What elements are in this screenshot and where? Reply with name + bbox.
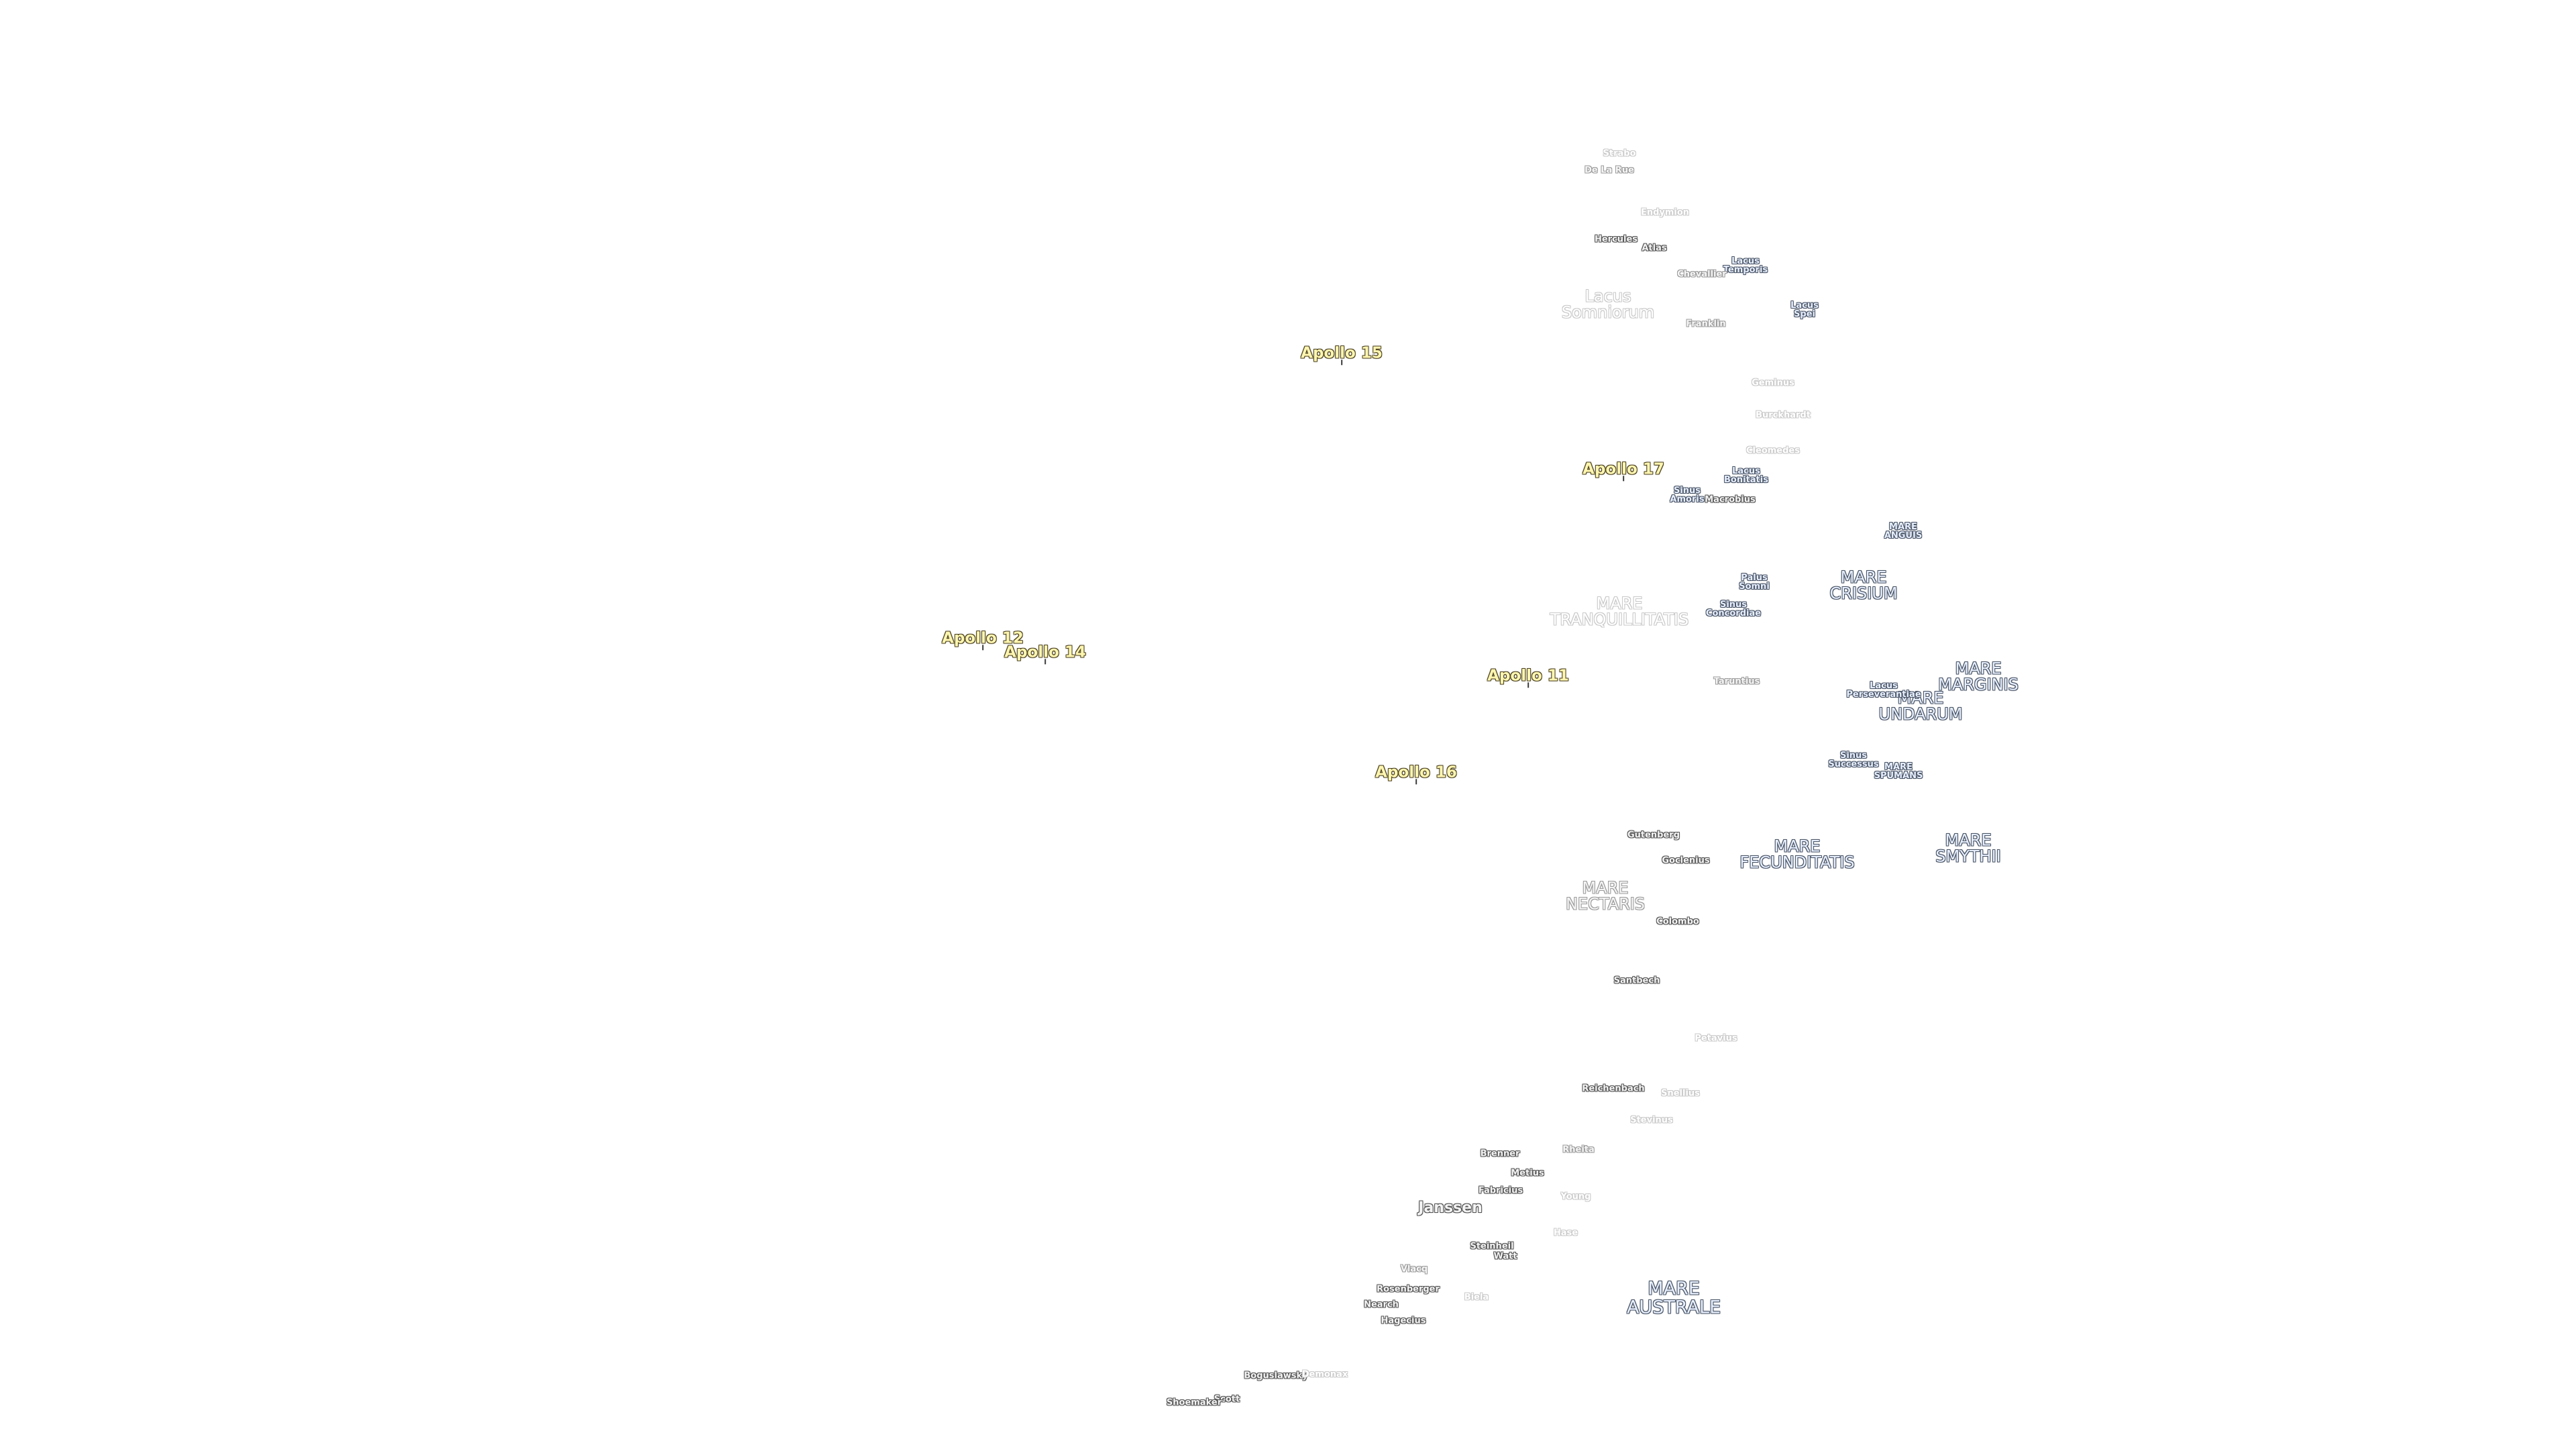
crater-label-rosenberger: Rosenberger (1377, 1284, 1440, 1295)
crater-label-chevallier: Chevallier (1677, 269, 1727, 280)
crater-label-young: Young (1560, 1191, 1591, 1202)
mare-label-lacus-spei: Lacus Spei (1790, 300, 1819, 319)
crater-label-santbech: Santbech (1613, 975, 1660, 986)
crater-label-brenner: Brenner (1480, 1148, 1520, 1159)
crater-label-demonax: Demonax (1301, 1369, 1348, 1380)
crater-label-nearch: Nearch (1364, 1299, 1399, 1310)
crater-label-cleomedes: Cleomedes (1746, 445, 1800, 456)
crater-label-macrobius: Macrobius (1705, 494, 1756, 505)
mare-label-mare-fecunditatis: MARE FECUNDITATIS (1739, 837, 1855, 872)
crater-label-watt: Watt (1493, 1251, 1517, 1262)
mare-label-mare-marginis: MARE MARGINIS (1938, 659, 2019, 694)
crater-label-de-la-rue: De La Rue (1585, 165, 1634, 176)
crater-label-goclenius: Goclenius (1662, 855, 1710, 866)
mare-label-mare-anguis: MARE ANGUIS (1884, 521, 1923, 541)
mare-label-mare-smythii: MARE SMYTHII (1935, 830, 2001, 866)
crater-label-snellius: Snellius (1661, 1088, 1700, 1099)
crater-label-hercules: Hercules (1594, 234, 1638, 245)
mare-label-lacus-perseverantiae: Lacus Perseverantiae (1846, 680, 1921, 700)
crater-label-scott: Scott (1214, 1394, 1240, 1405)
crater-label-burckhardt: Burckhardt (1756, 410, 1811, 421)
mare-label-mare-crisium: MARE CRISIUM (1829, 568, 1898, 603)
crater-label-atlas: Atlas (1642, 243, 1667, 254)
mare-label-mare-australe: MARE AUSTRALE (1626, 1278, 1721, 1318)
mare-label-mare-nectaris: MARE NECTARIS (1565, 878, 1646, 914)
apollo-site-label-apollo-14: Apollo 14 (1004, 643, 1086, 665)
crater-label-biela: Biela (1464, 1292, 1489, 1303)
crater-label-shoemaker: Shoemaker (1166, 1397, 1222, 1408)
mare-label-sinus-successus: Sinus Successus (1828, 750, 1879, 769)
mare-label-sinus-concordiae: Sinus Concordiae (1705, 599, 1762, 619)
crater-label-geminus: Geminus (1752, 378, 1794, 388)
crater-label-boguslawsky: Boguslawsky (1244, 1371, 1308, 1381)
mare-label-palus-somni: Palus Somni (1739, 572, 1770, 592)
mare-label-lacus-somniorum: Lacus Somniorum (1561, 286, 1655, 322)
apollo-site-label-apollo-11: Apollo 11 (1487, 667, 1569, 689)
crater-label-stevinus: Stevinus (1630, 1115, 1673, 1126)
crater-label-metius: Metius (1511, 1168, 1544, 1179)
crater-label-rheita: Rheita (1562, 1144, 1595, 1155)
crater-label-hase: Hase (1553, 1228, 1578, 1238)
apollo-site-label-apollo-16: Apollo 16 (1375, 763, 1457, 786)
crater-label-hagecius: Hagecius (1381, 1316, 1426, 1326)
mare-label-mare-spumans: MARE SPUMANS (1874, 761, 1923, 781)
apollo-site-label-apollo-17: Apollo 17 (1582, 460, 1664, 482)
crater-label-janssen: Janssen (1418, 1199, 1483, 1216)
crater-label-franklin: Franklin (1686, 319, 1726, 329)
mare-label-lacus-temporis: Lacus Temporis (1723, 256, 1768, 275)
mare-label-sinus-amoris: Sinus Amoris (1670, 485, 1705, 504)
crater-label-colombo: Colombo (1656, 916, 1699, 927)
crater-label-endymion: Endymion (1640, 207, 1690, 218)
crater-label-gutenberg: Gutenberg (1627, 830, 1680, 841)
crater-label-reichenbach: Reichenbach (1582, 1083, 1645, 1094)
crater-label-steinheil: Steinheil (1470, 1241, 1514, 1252)
mare-label-mare-undarum: MARE UNDARUM (1878, 688, 1963, 724)
crater-label-fabricius: Fabricius (1478, 1185, 1523, 1196)
mare-label-mare-tranquillitatis: MARE TRANQUILLITATIS (1550, 594, 1689, 629)
crater-label-vlacq: Vlacq (1400, 1264, 1428, 1275)
apollo-site-label-apollo-12: Apollo 12 (942, 629, 1024, 651)
mare-label-lacus-bonitatis: Lacus Bonitatis (1724, 466, 1768, 485)
apollo-site-label-apollo-15: Apollo 15 (1301, 344, 1383, 366)
crater-label-petavius: Petavius (1695, 1033, 1737, 1044)
crater-label-strabo: Strabo (1603, 148, 1636, 159)
crater-label-taruntius: Taruntius (1713, 676, 1760, 687)
